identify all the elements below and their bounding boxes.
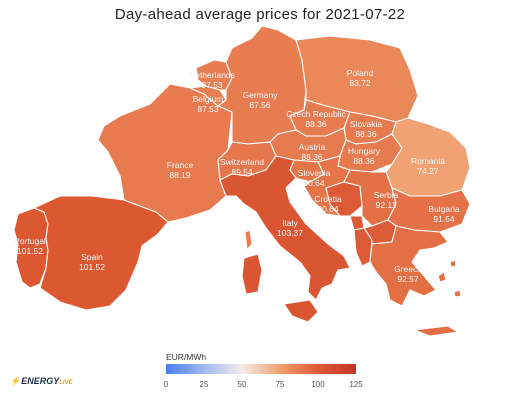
label-germany-name: Germany [242, 90, 278, 100]
legend-tick: 25 [199, 380, 209, 389]
country-italy-sardinia [241, 253, 263, 295]
label-switzerland-price: 89.54 [231, 167, 253, 177]
label-romania-name: Romania [410, 156, 446, 166]
label-greece: Greece 92.57 [394, 264, 422, 284]
label-slovakia-name: Slovakia [349, 119, 383, 129]
label-austria-price: 88.36 [301, 152, 323, 162]
legend-title: EUR/MWh [166, 352, 207, 362]
label-hungary: Hungary 88.36 [348, 146, 380, 166]
country-italy-sicily [283, 299, 319, 323]
map-title: Day-ahead average prices for 2021-07-22 [114, 6, 406, 23]
logo-brand-suffix: LIVE [59, 380, 73, 386]
label-greece-name: Greece [394, 264, 422, 274]
label-bulgaria-name: Bulgaria [428, 204, 460, 214]
label-croatia-name: Croatia [314, 194, 342, 204]
label-spain: Spain 101.52 [79, 252, 105, 272]
legend-tick: 75 [275, 380, 285, 389]
label-italy: Italy 103.37 [277, 218, 303, 238]
label-slovakia: Slovakia 88.36 [350, 119, 382, 139]
label-spain-name: Spain [81, 252, 103, 262]
label-france: France 88.19 [167, 160, 193, 180]
legend-gradient-bar [166, 364, 356, 374]
label-portugal: Portugal 101.52 [14, 236, 46, 256]
label-bulgaria: Bulgaria 91.64 [428, 204, 459, 224]
label-romania-price: 74.27 [417, 166, 439, 176]
legend-tick: 0 [163, 380, 169, 389]
label-czech-price: 88.36 [305, 119, 327, 129]
label-netherlands: Netherlands 87.53 [189, 70, 235, 90]
label-netherlands-price: 87.53 [201, 80, 223, 90]
label-spain-price: 101.52 [79, 262, 105, 272]
label-poland-price: 83.72 [349, 78, 371, 88]
label-switzerland: Switzerland 89.54 [220, 157, 264, 177]
label-portugal-name: Portugal [14, 236, 46, 246]
label-germany: Germany 87.56 [243, 90, 278, 110]
country-greece-crete [413, 325, 459, 337]
country-bulgaria[interactable] [387, 187, 471, 233]
lightning-bolt-icon: ⚡ [10, 376, 22, 386]
label-hungary-name: Hungary [347, 146, 381, 156]
label-italy-name: Italy [282, 218, 298, 228]
label-serbia-name: Serbia [373, 190, 399, 200]
label-france-price: 88.19 [169, 170, 191, 180]
label-czech: Czech Republic 88.36 [286, 109, 346, 129]
label-serbia-price: 92.11 [375, 200, 397, 210]
energylive-logo: ⚡ENERGYLIVE [10, 376, 73, 387]
label-serbia: Serbia 92.11 [374, 190, 399, 210]
label-france-name: France [166, 160, 194, 170]
label-slovakia-price: 88.36 [355, 129, 377, 139]
label-slovenia-price: 90.64 [303, 178, 325, 188]
label-italy-price: 103.37 [277, 228, 303, 238]
label-romania: Romania 74.27 [411, 156, 445, 176]
legend-tick: 125 [349, 380, 363, 389]
label-hungary-price: 88.36 [353, 156, 375, 166]
label-poland-name: Poland [346, 68, 374, 78]
country-france-corsica [244, 229, 253, 251]
country-greece-islands [437, 259, 462, 298]
label-poland: Poland 83.72 [347, 68, 373, 88]
label-netherlands-name: Netherlands [189, 70, 235, 80]
label-czech-name: Czech Republic [286, 109, 346, 119]
label-austria: Austria 88.36 [299, 142, 325, 162]
label-germany-price: 87.56 [249, 100, 271, 110]
label-portugal-price: 101.52 [16, 246, 43, 256]
legend-tick: 100 [311, 380, 325, 389]
logo-brand-name: ENERGY [21, 376, 60, 386]
label-belgium: Belgium 87.53 [193, 94, 224, 114]
country-greece[interactable] [369, 225, 449, 307]
label-greece-price: 92.57 [397, 274, 419, 284]
country-italy[interactable] [219, 155, 351, 301]
label-switzerland-name: Switzerland [220, 157, 264, 167]
label-belgium-price: 87.53 [197, 104, 219, 114]
legend-tick: 50 [237, 380, 247, 389]
label-croatia: Croatia 90.64 [314, 194, 341, 214]
label-austria-name: Austria [298, 142, 326, 152]
label-croatia-price: 90.64 [317, 204, 339, 214]
label-slovenia: Slovenia 90.64 [298, 168, 331, 188]
label-belgium-name: Belgium [192, 94, 224, 104]
label-slovenia-name: Slovenia [297, 168, 331, 178]
label-bulgaria-price: 91.64 [433, 214, 455, 224]
